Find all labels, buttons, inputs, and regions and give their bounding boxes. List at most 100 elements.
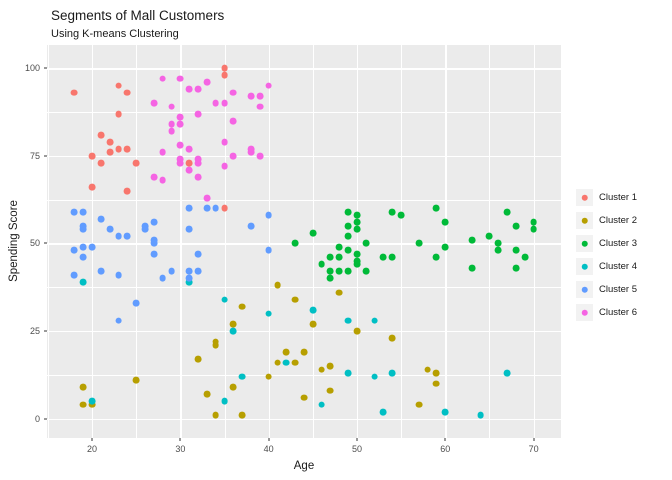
data-point: [141, 222, 149, 230]
x-tick-mark: [268, 438, 270, 441]
data-point: [212, 411, 220, 419]
data-point: [150, 99, 158, 107]
data-point: [530, 218, 538, 226]
data-point: [212, 99, 220, 107]
data-point: [415, 240, 423, 247]
data-point: [282, 348, 290, 356]
data-point: [212, 204, 220, 212]
data-point: [415, 401, 423, 409]
data-point: [468, 264, 476, 272]
data-point: [353, 250, 361, 258]
plot-title: Segments of Mall Customers: [51, 8, 225, 23]
data-point: [265, 247, 273, 254]
data-point: [168, 120, 175, 128]
legend-key: [576, 281, 593, 298]
data-point: [88, 183, 96, 191]
data-point: [115, 110, 122, 118]
data-point: [203, 390, 211, 398]
x-tick-mark: [533, 438, 535, 441]
data-point: [185, 275, 193, 282]
data-point: [168, 103, 175, 111]
data-point: [79, 401, 87, 409]
data-point: [265, 310, 273, 317]
data-point: [79, 225, 87, 233]
data-point: [388, 369, 396, 377]
data-point: [353, 257, 361, 265]
data-point: [309, 306, 317, 314]
legend-item: Cluster 3: [576, 232, 637, 255]
data-point: [176, 159, 184, 167]
legend-swatch-icon: [581, 240, 588, 247]
data-point: [70, 271, 78, 279]
data-point: [185, 278, 193, 286]
data-point: [229, 383, 237, 391]
data-point: [344, 208, 352, 216]
plot-panel: [47, 45, 561, 438]
data-point: [79, 254, 87, 261]
data-point: [433, 380, 440, 388]
plot-subtitle: Using K-means Clustering: [51, 28, 179, 40]
data-point: [512, 264, 520, 272]
data-point: [274, 359, 281, 367]
data-point: [106, 148, 114, 156]
data-point: [327, 275, 334, 282]
y-tick-label: 25: [29, 326, 40, 337]
data-point: [353, 327, 361, 335]
data-point: [247, 148, 255, 156]
data-point: [194, 268, 202, 275]
data-point: [424, 366, 432, 374]
data-point: [247, 145, 255, 153]
data-point: [477, 411, 485, 419]
y-tick-label: 50: [29, 238, 40, 249]
data-point: [441, 218, 449, 226]
grid-line-minor: [489, 45, 491, 438]
data-point: [123, 89, 131, 97]
data-point: [123, 233, 131, 240]
data-point: [194, 250, 202, 258]
data-point: [229, 117, 237, 125]
data-point: [70, 208, 78, 216]
data-point: [503, 208, 511, 216]
data-point: [106, 138, 114, 146]
data-point: [265, 82, 273, 90]
data-point: [115, 317, 122, 324]
data-point: [512, 247, 520, 254]
y-tick-label: 0: [34, 413, 40, 424]
data-point: [353, 225, 361, 233]
data-point: [176, 155, 184, 163]
grid-line-major: [47, 68, 561, 70]
data-point: [79, 243, 87, 251]
legend-item: Cluster 2: [576, 209, 637, 232]
x-tick-mark: [356, 438, 358, 441]
grid-line-major: [356, 45, 359, 438]
legend-swatch-icon: [581, 194, 588, 201]
data-point: [221, 138, 228, 146]
data-point: [300, 348, 308, 356]
data-point: [194, 159, 202, 167]
data-point: [309, 320, 317, 328]
legend-swatch-icon: [581, 286, 588, 293]
data-point: [185, 85, 193, 93]
data-point: [362, 268, 370, 275]
data-point: [79, 208, 87, 216]
legend-label: Cluster 6: [599, 307, 638, 318]
data-point: [274, 282, 281, 289]
legend-item: Cluster 1: [576, 186, 637, 209]
data-point: [221, 71, 228, 79]
data-point: [229, 327, 237, 335]
data-point: [203, 78, 211, 86]
data-point: [115, 82, 122, 90]
x-axis-ticks: 20 30 40 50 60 70: [47, 438, 561, 462]
data-point: [185, 204, 193, 212]
x-tick-label: 70: [528, 444, 539, 454]
x-axis-label: Age: [293, 460, 315, 472]
legend-label: Cluster 2: [599, 215, 638, 226]
data-point: [97, 215, 105, 223]
data-point: [344, 233, 352, 240]
data-point: [88, 401, 96, 409]
data-point: [344, 222, 352, 230]
data-point: [159, 176, 167, 184]
data-point: [327, 254, 334, 261]
data-point: [159, 275, 167, 282]
data-point: [291, 359, 299, 367]
